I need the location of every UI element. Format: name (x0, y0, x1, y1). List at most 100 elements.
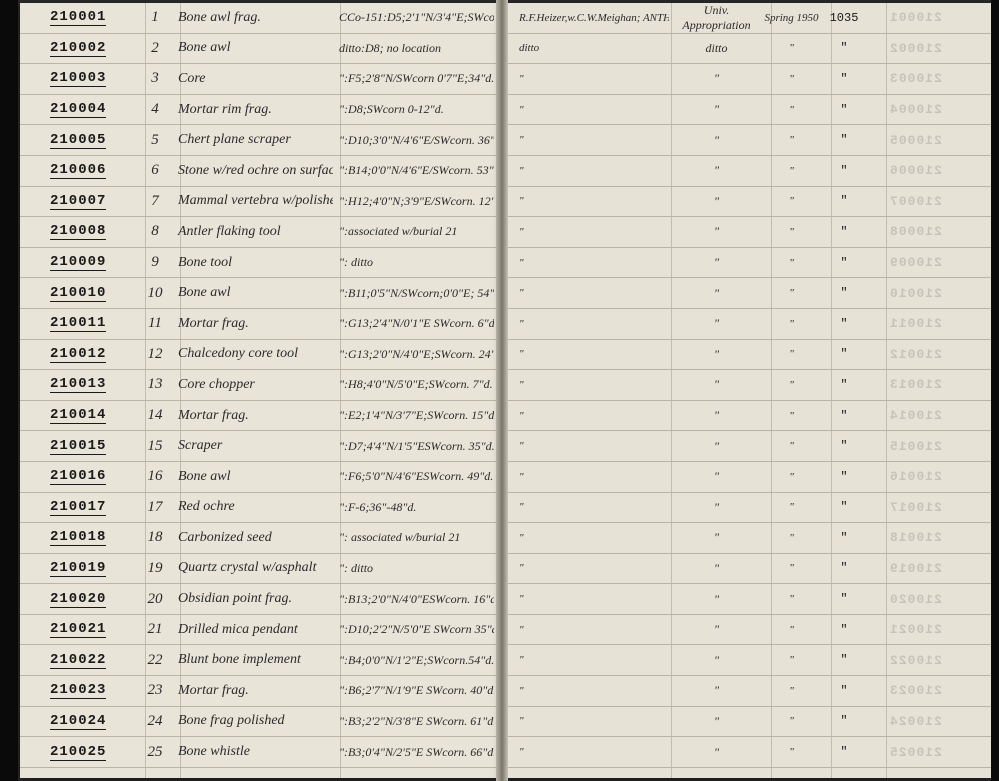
catalog-number-text: 210011 (50, 315, 106, 332)
ledger-row: """"210023 (501, 676, 991, 707)
ledger-row: 21001616Bone awl":F6;5'0"N/4'6"ESWcorn. … (20, 462, 500, 493)
collector-field: " (501, 593, 669, 605)
item-location: ":F6;5'0"N/4'6"ESWcorn. 49"d. (333, 469, 494, 484)
item-number: 18 (140, 529, 170, 546)
fund-field: " (669, 530, 764, 545)
fund-field: " (669, 347, 764, 362)
ref-number: 1035 (819, 11, 869, 25)
reverse-catalog-number: 210015 (869, 439, 984, 454)
catalog-number: 210024 (20, 713, 140, 730)
collector-field: " (501, 226, 669, 238)
ref-number: " (819, 684, 869, 698)
collector-field: " (501, 134, 669, 146)
collector-field: R.F.Heizer,w.C.W.Meighan; ANTHRO; (501, 12, 669, 24)
reverse-catalog-number: 210008 (869, 224, 984, 239)
ledger-row: """"210010 (501, 278, 991, 309)
collector-field: " (501, 348, 669, 360)
catalog-number-text: 210004 (50, 101, 106, 118)
fund-field: " (669, 71, 764, 86)
ledger-row: 2100011Bone awl frag.CCo-151:D5;2'1"N/3'… (20, 3, 500, 34)
collector-field: " (501, 318, 669, 330)
catalog-number: 210014 (20, 407, 140, 424)
item-number: 7 (140, 193, 170, 210)
ledger-row: 21002323Mortar frag.":B6;2'7"N/1'9"E SWc… (20, 676, 500, 707)
catalog-number: 210019 (20, 560, 140, 577)
item-location: ":D10;2'2"N/5'0"E SWcorn 35"d. (333, 622, 494, 637)
item-location: ":D7;4'4"N/1'5"ESWcorn. 35"d. (333, 439, 494, 454)
ledger-row: 21001010Bone awl":B11;0'5"N/SWcorn;0'0"E… (20, 278, 500, 309)
ref-number: " (819, 745, 869, 759)
catalog-number: 210008 (20, 223, 140, 240)
reverse-catalog-number: 210017 (869, 500, 984, 515)
item-location: ":B11;0'5"N/SWcorn;0'0"E; 54"d. (333, 286, 494, 301)
fund-field: " (669, 377, 764, 392)
item-location: ":F5;2'8"N/SWcorn 0'7"E;34"d. (333, 71, 494, 86)
ledger-row: 2100099Bone tool": ditto (20, 248, 500, 279)
ledger-row: 21001414Mortar frag.":E2;1'4"N/3'7"E;SWc… (20, 401, 500, 432)
item-description: Chert plane scraper (170, 132, 333, 148)
ledger-row: """"210014 (501, 401, 991, 432)
ledger-row: """"210004 (501, 95, 991, 126)
catalog-number-text: 210006 (50, 162, 106, 179)
collector-field: " (501, 195, 669, 207)
item-description: Mortar frag. (170, 683, 333, 699)
reverse-catalog-number: 210003 (869, 71, 984, 86)
reverse-catalog-number: 210005 (869, 133, 984, 148)
fund-field: " (669, 683, 764, 698)
date-field: " (764, 104, 819, 116)
collector-field: " (501, 73, 669, 85)
item-location: ":B3;0'4"N/2'5"E SWcorn. 66"d. (333, 745, 494, 760)
left-page: 2100011Bone awl frag.CCo-151:D5;2'1"N/3'… (20, 3, 501, 778)
ledger-row: """"210015 (501, 431, 991, 462)
item-location: CCo-151:D5;2'1"N/3'4"E;SWcorn. 38"d. (333, 10, 494, 25)
item-number: 4 (140, 101, 170, 118)
item-description: Mammal vertebra w/polished end (170, 193, 333, 209)
item-number: 21 (140, 621, 170, 638)
item-number: 8 (140, 223, 170, 240)
item-location: ":B6;2'7"N/1'9"E SWcorn. 40"d. (333, 683, 494, 698)
ledger-row: 21002424Bone frag polished":B3;2'2"N/3'8… (20, 707, 500, 738)
ledger-row: """"210024 (501, 707, 991, 738)
item-number: 13 (140, 376, 170, 393)
item-number: 11 (140, 315, 170, 332)
date-field: " (764, 440, 819, 452)
collector-field: " (501, 471, 669, 483)
reverse-catalog-number: 210018 (869, 530, 984, 545)
item-location: ":H12;4'0"N;3'9"E/SWcorn. 12"d. (333, 194, 494, 209)
reverse-catalog-number: 210007 (869, 194, 984, 209)
catalog-number: 210022 (20, 652, 140, 669)
catalog-number-text: 210008 (50, 223, 106, 240)
ledger-row: 21002525Bone whistle":B3;0'4"N/2'5"E SWc… (20, 737, 500, 768)
ledger-row: """"210006 (501, 156, 991, 187)
fund-field: " (669, 592, 764, 607)
item-location: ":D10;3'0"N/4'6"E/SWcorn. 36"d. (333, 133, 494, 148)
reverse-catalog-number: 210009 (869, 255, 984, 270)
catalog-number: 210010 (20, 285, 140, 302)
ref-number: " (819, 409, 869, 423)
ledger-row: """"210009 (501, 248, 991, 279)
item-description: Obsidian point frag. (170, 591, 333, 607)
item-number: 16 (140, 468, 170, 485)
ledger-row: dittoditto""210002 (501, 34, 991, 65)
reverse-catalog-number: 210014 (869, 408, 984, 423)
fund-field: " (669, 163, 764, 178)
date-field: " (764, 73, 819, 85)
ref-number: " (819, 470, 869, 484)
catalog-number: 210009 (20, 254, 140, 271)
ref-number: " (819, 623, 869, 637)
item-location: ditto:D8; no location (333, 41, 494, 56)
ref-number: " (819, 653, 869, 667)
ledger-row: """"210019 (501, 554, 991, 585)
fund-field: " (669, 653, 764, 668)
item-description: Drilled mica pendant (170, 622, 333, 638)
collector-field: " (501, 685, 669, 697)
ledger-row: """"210025 (501, 737, 991, 768)
reverse-catalog-number: 210019 (869, 561, 984, 576)
catalog-number-text: 210018 (50, 529, 106, 546)
ref-number: " (819, 378, 869, 392)
catalog-number: 210005 (20, 132, 140, 149)
item-description: Bone whistle (170, 744, 333, 760)
reverse-catalog-number: 210001 (869, 10, 984, 25)
item-number: 22 (140, 652, 170, 669)
item-description: Bone awl (170, 285, 333, 301)
